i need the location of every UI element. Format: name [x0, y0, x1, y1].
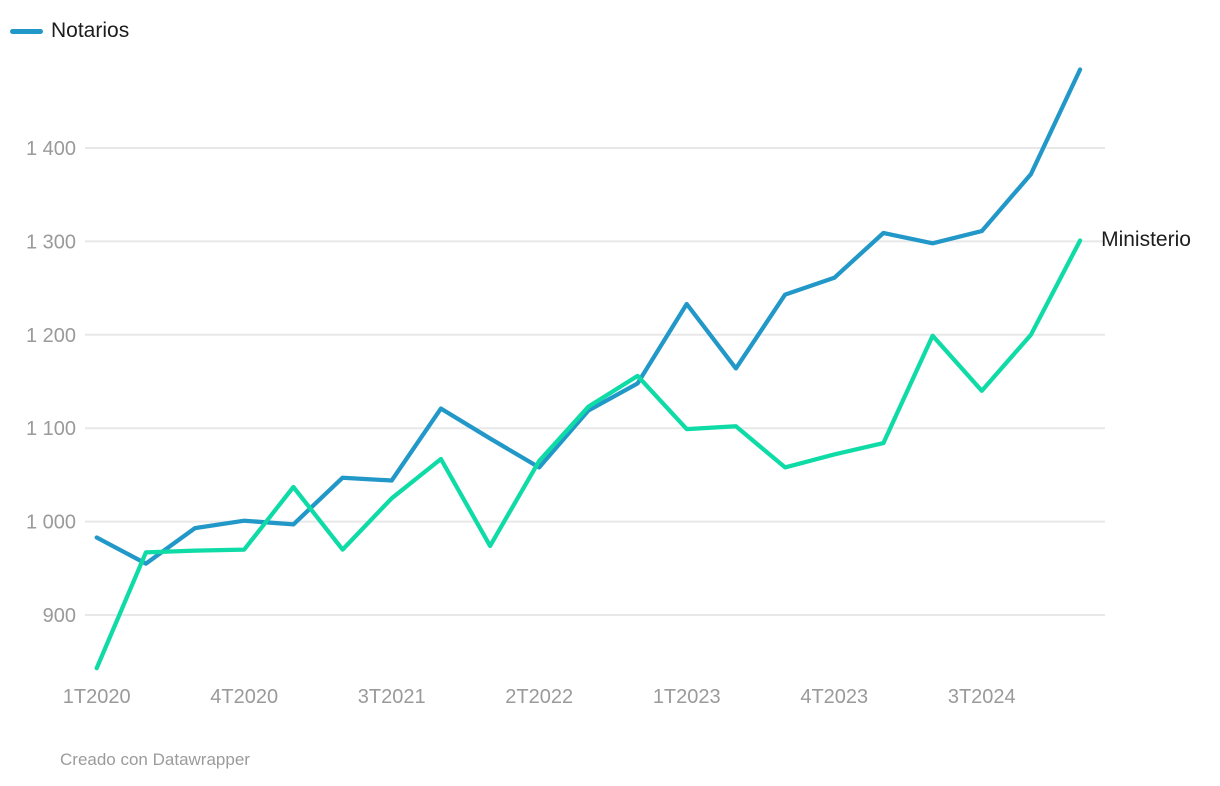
legend-label-notarios: Notarios — [51, 19, 130, 42]
series-line-ministerio — [94, 238, 1083, 671]
legend: Notarios — [10, 19, 129, 43]
x-tick-label: 2T2022 — [505, 686, 573, 708]
y-tick-label: 1 100 — [26, 418, 76, 440]
x-tick-label: 4T2023 — [800, 686, 868, 708]
y-tick-label: 1 000 — [26, 512, 76, 534]
x-tick-label: 3T2021 — [358, 686, 426, 708]
series-end-label-ministerio: Ministerio — [1101, 228, 1191, 252]
x-tick-label: 3T2024 — [948, 686, 1016, 708]
x-tick-label: 1T2023 — [653, 686, 721, 708]
legend-swatch-notarios — [10, 28, 43, 34]
y-tick-label: 900 — [43, 605, 76, 627]
x-tick-label: 1T2020 — [63, 686, 131, 708]
series-line-notarios — [94, 67, 1083, 566]
attribution-text: Creado con Datawrapper — [60, 750, 250, 769]
x-tick-label: 4T2020 — [210, 686, 278, 708]
y-tick-label: 1 200 — [26, 325, 76, 347]
y-tick-label: 1 300 — [26, 231, 76, 253]
y-tick-label: 1 400 — [26, 138, 76, 160]
